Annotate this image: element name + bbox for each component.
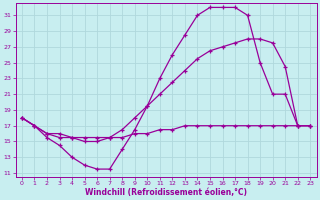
X-axis label: Windchill (Refroidissement éolien,°C): Windchill (Refroidissement éolien,°C)	[85, 188, 247, 197]
